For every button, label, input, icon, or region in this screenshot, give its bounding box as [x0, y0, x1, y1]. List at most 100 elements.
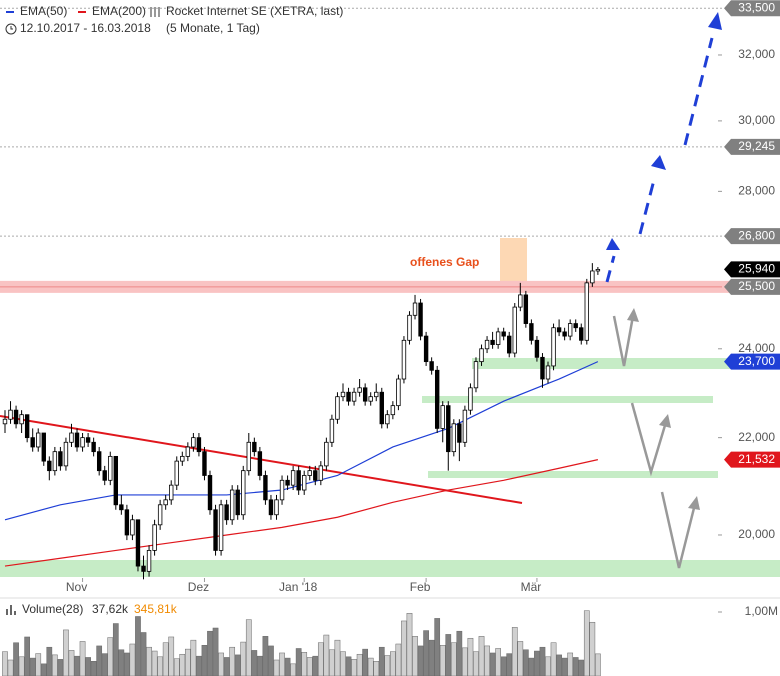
candle-body — [257, 451, 263, 476]
volume-bar — [317, 642, 324, 676]
candle-body — [490, 339, 495, 345]
volume-label: Volume(28) — [22, 602, 83, 616]
candle-icon — [150, 7, 160, 17]
y-tick-label: 22,000 — [738, 430, 775, 444]
zone — [472, 358, 780, 369]
volume-bar — [240, 641, 247, 676]
volume-bar — [489, 652, 496, 676]
volume-bar — [13, 642, 19, 676]
clock-icon — [10, 26, 13, 30]
candle-body — [141, 565, 146, 572]
candle-body — [556, 327, 562, 333]
volume-bar — [207, 630, 213, 676]
volume-bar — [378, 646, 385, 676]
y-tick-label: 1,00M — [745, 604, 778, 618]
volume-bar — [567, 652, 574, 676]
candle-body — [385, 414, 390, 425]
candle-body — [229, 489, 235, 521]
candle-body — [119, 504, 124, 511]
volume-bar — [495, 648, 501, 676]
volume-bar — [484, 645, 490, 676]
volume-bar — [162, 642, 169, 676]
candle-body — [462, 409, 468, 443]
plot — [2, 263, 601, 580]
candle-body — [152, 524, 157, 551]
candle-body — [13, 409, 19, 425]
level-tag — [724, 353, 780, 370]
volume-bar — [528, 657, 535, 676]
volume-bar — [40, 663, 47, 676]
candle-body — [562, 331, 567, 337]
volume-bar — [218, 652, 224, 676]
candle-body — [507, 335, 512, 354]
candle-body — [590, 270, 595, 284]
volume-bar — [135, 616, 141, 676]
candle-body — [108, 455, 113, 481]
volume-bar — [129, 643, 136, 676]
volume-bar — [118, 649, 125, 676]
volume-bar — [334, 639, 341, 676]
volume-bar — [63, 629, 69, 676]
candle-body — [357, 387, 362, 393]
volume-bar — [262, 636, 269, 676]
volume-bar — [467, 637, 474, 676]
candle-body — [529, 323, 534, 341]
volume-bar — [439, 645, 446, 676]
chart-title: Rocket Internet SE (XETRA, last) — [166, 4, 343, 18]
candle-body — [440, 405, 445, 429]
level-tag — [724, 138, 780, 155]
volume-bar — [367, 657, 374, 676]
candle-body — [457, 423, 462, 443]
candle-body — [368, 396, 373, 402]
level-label: 29,245 — [738, 139, 775, 153]
clock-icon — [5, 23, 17, 35]
volume-bar — [52, 654, 58, 676]
volume-bar — [196, 655, 202, 676]
candle-body — [91, 441, 96, 453]
level-label: 25,940 — [738, 262, 775, 276]
volume-bar — [450, 642, 457, 676]
candle-body — [579, 327, 584, 341]
subtitle: 12.10.2017 - 16.03.2018 — [20, 21, 151, 35]
volume-bar — [478, 636, 485, 676]
candle-body — [169, 484, 174, 501]
zone — [428, 471, 718, 478]
candle-body — [313, 470, 318, 481]
volume-bar — [301, 652, 308, 676]
volume-bar — [68, 650, 75, 676]
candle-body — [412, 302, 418, 316]
arrowhead — [627, 308, 639, 322]
candle-body — [362, 387, 368, 402]
candle-body — [41, 432, 46, 462]
candle-body — [407, 314, 412, 341]
volume-bar — [85, 657, 91, 676]
candle-body — [401, 339, 407, 380]
volume-bar — [456, 630, 463, 676]
legend: EMA(50) EMA(200) Rocket Internet SE (XET… — [5, 4, 343, 35]
candle-body — [540, 356, 545, 380]
candle-body — [396, 378, 401, 407]
volume-bar — [500, 656, 507, 676]
volume-bar — [157, 656, 163, 676]
volume-bar — [340, 651, 346, 676]
candle-body — [246, 441, 251, 472]
volume-bar — [290, 663, 296, 676]
candle-body — [80, 437, 85, 448]
candle-body — [124, 509, 130, 536]
volume-bar — [578, 659, 585, 676]
candle-body — [346, 391, 351, 402]
candle-body — [213, 509, 218, 551]
candle-body — [274, 499, 279, 516]
candle-body — [290, 470, 296, 486]
candle-body — [130, 519, 135, 536]
volume-bar — [295, 648, 302, 676]
level-label: 21,532 — [738, 452, 775, 466]
volume-bar — [273, 659, 280, 676]
volume-bar — [190, 639, 197, 676]
arrowhead — [651, 155, 666, 170]
candle-body — [146, 550, 152, 572]
candle-body — [351, 391, 357, 402]
volume-bar — [572, 657, 579, 676]
blue-arrow — [605, 37, 714, 283]
